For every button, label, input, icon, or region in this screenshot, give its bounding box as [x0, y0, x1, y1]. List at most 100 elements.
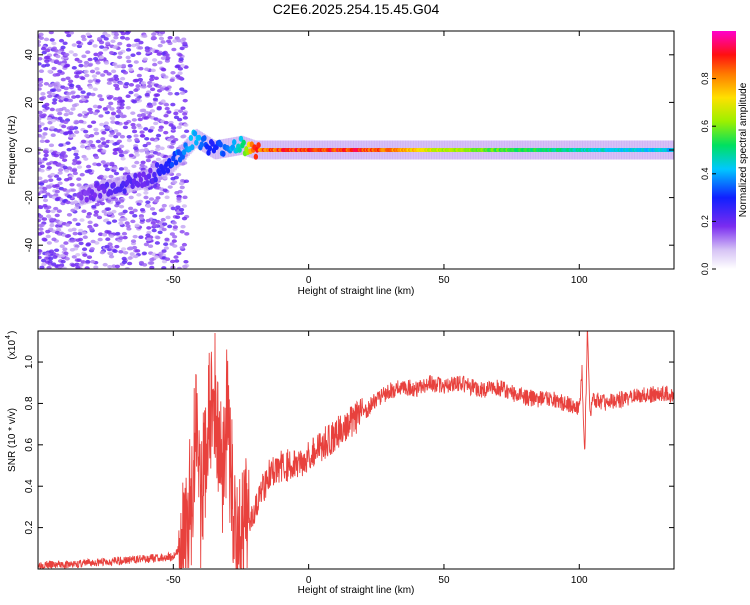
noise-blob [53, 174, 60, 178]
noise-blob [173, 137, 179, 142]
noise-blob [59, 244, 65, 249]
noise-blob [112, 45, 118, 50]
noise-blob [165, 39, 172, 44]
noise-blob [170, 70, 176, 75]
noise-blob [93, 223, 99, 228]
noise-blob [122, 70, 129, 75]
noise-blob [92, 162, 98, 166]
noise-blob [176, 266, 183, 269]
noise-blob [151, 36, 157, 40]
noise-blob [128, 83, 135, 87]
noise-blob [174, 108, 180, 113]
noise-blob [68, 50, 74, 54]
noise-blob [133, 254, 139, 259]
noise-blob [182, 264, 188, 269]
noise-blob [128, 206, 134, 211]
noise-blob [136, 51, 142, 56]
noise-blob [95, 60, 101, 65]
ridge-cell [108, 189, 114, 196]
noise-blob [128, 67, 134, 72]
noise-blob [69, 248, 75, 252]
noise-blob [125, 94, 131, 99]
noise-blob [148, 197, 155, 201]
colorbar-tick-label: 0.2 [700, 215, 710, 228]
noise-blob [97, 237, 103, 242]
noise-blob [105, 33, 111, 38]
noise-blob [38, 151, 41, 155]
noise-blob [101, 141, 107, 145]
noise-blob [87, 124, 93, 129]
ridge-cell [188, 134, 194, 141]
noise-blob [167, 224, 173, 229]
noise-blob [95, 139, 101, 144]
noise-blob [38, 124, 42, 129]
noise-blob [176, 196, 182, 201]
noise-blob [130, 111, 136, 115]
noise-blob [115, 231, 121, 236]
noise-blob [112, 97, 119, 101]
noise-blob [120, 114, 126, 119]
noise-blob [119, 102, 125, 107]
noise-blob [121, 260, 128, 264]
noise-blob [164, 53, 170, 57]
noise-blob [145, 218, 151, 223]
noise-blob [72, 171, 78, 176]
noise-blob [133, 146, 139, 150]
noise-blob [118, 81, 124, 86]
noise-blob [110, 111, 117, 116]
noise-blob [166, 110, 172, 114]
y-tick-label: 40 [24, 49, 35, 61]
noise-blob [42, 203, 48, 208]
noise-blob [76, 183, 82, 187]
noise-blob [101, 209, 107, 214]
noise-blob [44, 59, 50, 64]
x-tick-label: 50 [438, 575, 450, 586]
noise-blob [147, 244, 154, 248]
snr-frame [37, 330, 675, 570]
noise-blob [63, 241, 69, 245]
noise-blob [140, 160, 146, 165]
noise-blob [181, 134, 187, 139]
noise-blob [130, 219, 136, 224]
noise-blob [38, 214, 44, 219]
noise-blob [93, 131, 100, 136]
noise-blob [108, 95, 114, 99]
noise-blob [41, 189, 47, 194]
noise-blob [112, 166, 118, 170]
noise-blob [97, 144, 103, 149]
noise-blob [149, 257, 155, 262]
noise-blob [114, 120, 120, 125]
noise-blob [63, 131, 69, 136]
y-tick-label: 0.4 [24, 479, 35, 493]
noise-blob [71, 95, 77, 99]
noise-blob [152, 97, 158, 102]
noise-blob [159, 146, 165, 151]
noise-blob [173, 115, 180, 120]
noise-blob [100, 73, 106, 77]
noise-blob [143, 116, 149, 120]
noise-blob [50, 172, 56, 177]
noise-blob [171, 221, 177, 225]
noise-blob [169, 145, 175, 149]
noise-blob [132, 214, 138, 218]
noise-blob [85, 164, 92, 169]
ridge-halo [94, 182, 98, 202]
noise-blob [94, 202, 100, 207]
noise-blob [107, 251, 113, 255]
noise-blob [90, 120, 97, 125]
noise-blob [160, 217, 166, 222]
noise-blob [105, 207, 112, 211]
noise-blob [80, 76, 86, 81]
noise-blob [179, 185, 185, 190]
noise-blob [65, 189, 71, 193]
noise-blob [54, 183, 60, 188]
noise-blob [161, 203, 167, 208]
noise-blob [125, 48, 132, 52]
noise-blob [47, 69, 53, 74]
noise-blob [99, 55, 105, 60]
noise-blob [93, 210, 100, 214]
ridge-cell [84, 196, 89, 203]
ridge-halo [192, 131, 195, 151]
noise-blob [38, 83, 43, 88]
snr-series [38, 331, 674, 569]
